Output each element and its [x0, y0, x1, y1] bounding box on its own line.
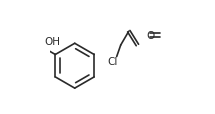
- Text: O: O: [147, 31, 155, 41]
- Text: Cl: Cl: [108, 57, 118, 66]
- Text: OH: OH: [45, 37, 60, 47]
